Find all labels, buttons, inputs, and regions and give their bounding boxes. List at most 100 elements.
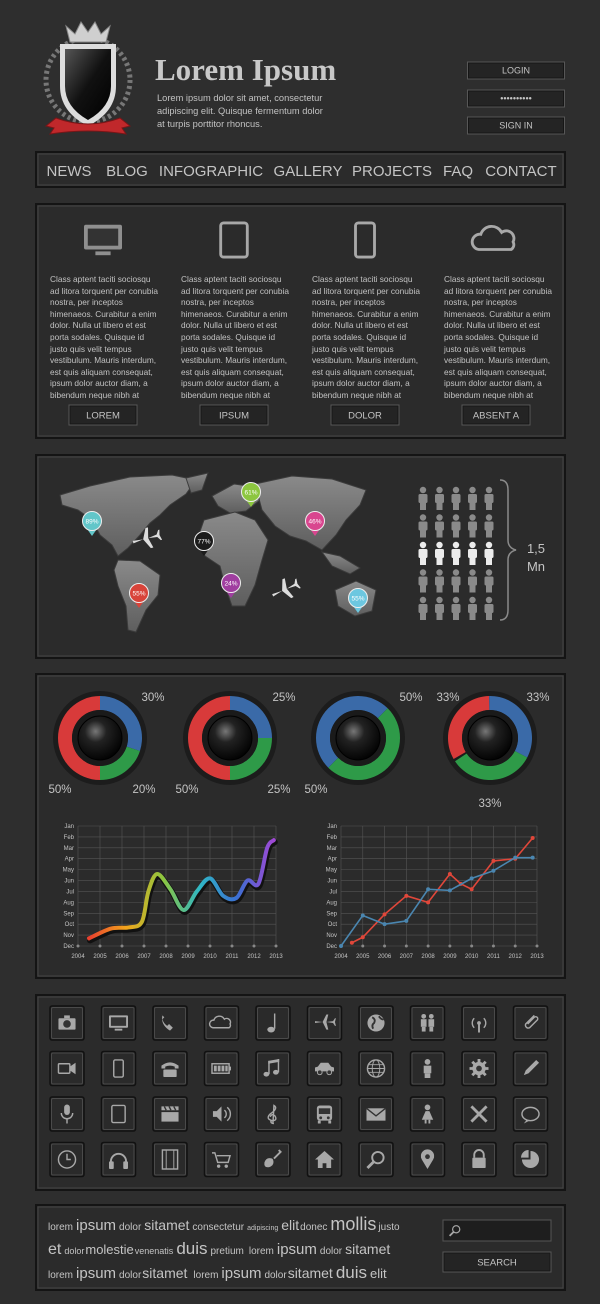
tag-word[interactable]: adipiscing xyxy=(247,1225,278,1232)
icon-tile[interactable] xyxy=(203,1096,240,1132)
icon-tile[interactable] xyxy=(49,1050,85,1087)
icon-glyph xyxy=(264,1149,282,1168)
feature-button[interactable]: DOLOR xyxy=(348,410,382,421)
search-button[interactable]: SEARCH xyxy=(477,1257,517,1268)
tag-word[interactable]: ipsum xyxy=(277,1241,317,1258)
icon-tile[interactable] xyxy=(512,1096,549,1132)
tag-word[interactable]: elit xyxy=(281,1217,299,1233)
nav-link[interactable]: INFOGRAPHIC xyxy=(159,163,263,180)
nav-link[interactable]: FAQ xyxy=(443,163,473,180)
icon-tile-edge xyxy=(257,1052,289,1085)
tag-word[interactable]: dolor xyxy=(264,1270,287,1281)
person-figure xyxy=(468,494,477,503)
x-tick-label: 2013 xyxy=(269,954,283,960)
tag-word[interactable]: venenatis xyxy=(135,1246,174,1256)
person-figure xyxy=(452,596,460,604)
tag-word[interactable]: dolor xyxy=(64,1246,84,1256)
icon-tile[interactable] xyxy=(152,1141,188,1178)
tag-word[interactable]: sitamet xyxy=(288,1265,333,1281)
tag-word[interactable]: donec xyxy=(300,1222,327,1233)
y-tick-label: Aug xyxy=(63,900,74,906)
tag-word[interactable]: ipsum xyxy=(221,1265,261,1282)
password-field[interactable]: •••••••••• xyxy=(500,94,532,104)
tag-word[interactable]: dolor xyxy=(119,1270,142,1281)
icon-tile[interactable] xyxy=(100,1050,137,1087)
tag-word[interactable]: elit xyxy=(370,1266,387,1281)
search-input[interactable] xyxy=(442,1219,552,1242)
icon-tile[interactable] xyxy=(152,1050,188,1087)
search-icon xyxy=(448,1225,461,1237)
feature-icon-part xyxy=(219,221,249,259)
y-tick-label: Feb xyxy=(327,835,338,841)
tag-word[interactable]: dolor xyxy=(119,1222,142,1233)
tag-word[interactable]: consectetur xyxy=(192,1222,244,1233)
tag-word[interactable]: lorem xyxy=(193,1270,218,1281)
icon-glyph xyxy=(421,1104,434,1124)
tag-word[interactable]: dolor xyxy=(320,1246,343,1257)
person-figure xyxy=(418,604,428,613)
icon-tile[interactable] xyxy=(512,1005,549,1041)
feature-button[interactable]: IPSUM xyxy=(219,410,249,421)
icon-tile-edge xyxy=(463,1007,495,1039)
person-figure xyxy=(484,494,494,503)
tag-word[interactable]: ipsum xyxy=(76,1265,116,1282)
tag-word[interactable]: et xyxy=(48,1241,62,1258)
feature-button-box xyxy=(330,404,400,426)
tag-word[interactable]: justo xyxy=(377,1222,400,1233)
tag-word[interactable]: lorem xyxy=(249,1246,274,1257)
donut-segment xyxy=(230,738,272,780)
nav-link[interactable]: PROJECTS xyxy=(352,163,432,180)
icon-tile[interactable] xyxy=(100,1141,137,1178)
icon-glyph-part xyxy=(326,1069,333,1076)
icon-glyph-part xyxy=(421,1013,427,1019)
tag-word[interactable]: mollis xyxy=(330,1214,376,1234)
person-figure xyxy=(436,529,443,538)
icon-tile[interactable] xyxy=(203,1141,240,1178)
feature-button[interactable]: ABSENT A xyxy=(473,410,520,421)
person-figure xyxy=(435,549,444,558)
icon-glyph xyxy=(366,1150,385,1170)
tag-word[interactable]: duis xyxy=(176,1239,207,1258)
icon-glyph-part xyxy=(315,1062,334,1072)
crest-ribbon xyxy=(44,117,132,135)
icon-tile[interactable] xyxy=(255,1050,291,1087)
icon-tile[interactable] xyxy=(358,1141,394,1178)
person-figure xyxy=(451,604,461,613)
tag-word[interactable]: pretium xyxy=(211,1246,244,1257)
line-marker xyxy=(469,887,474,892)
login-button[interactable]: LOGIN xyxy=(502,66,530,76)
icon-tile[interactable] xyxy=(100,1096,137,1132)
icon-glyph-part xyxy=(223,1106,232,1122)
nav-link[interactable]: CONTACT xyxy=(485,163,556,180)
tag-word[interactable]: duis xyxy=(336,1263,367,1282)
tag-word[interactable]: lorem xyxy=(48,1222,73,1233)
person-figure xyxy=(452,486,460,494)
map-pin xyxy=(82,511,102,531)
icon-tile[interactable] xyxy=(152,1005,188,1041)
icon-tile[interactable] xyxy=(255,1005,291,1041)
nav-link[interactable]: NEWS xyxy=(47,163,92,180)
tag-word[interactable]: sitamet xyxy=(144,1217,189,1233)
tag-word[interactable]: ipsum xyxy=(76,1217,116,1234)
feature-button[interactable]: LOREM xyxy=(86,410,120,421)
x-tick-label: 2009 xyxy=(181,954,195,960)
nav-link[interactable]: BLOG xyxy=(106,163,148,180)
x-tick-mark xyxy=(470,944,474,948)
icon-tile[interactable] xyxy=(203,1005,240,1041)
pin-label: 24% xyxy=(224,580,237,587)
person-figure xyxy=(486,612,492,620)
tag-word[interactable]: molestie xyxy=(85,1242,133,1257)
search-icon-part xyxy=(448,1231,455,1237)
icon-tile[interactable] xyxy=(409,1005,446,1041)
tag-word[interactable]: sitamet xyxy=(142,1265,187,1281)
icon-glyph xyxy=(161,1106,179,1122)
crest-ring xyxy=(43,35,133,125)
tag-word[interactable]: lorem xyxy=(48,1270,73,1281)
nav-link[interactable]: GALLERY xyxy=(274,163,343,180)
icon-tile-edge xyxy=(102,1098,135,1130)
icon-glyph-part xyxy=(316,1069,323,1076)
signin-button[interactable]: SIGN IN xyxy=(499,121,533,131)
tag-word[interactable]: sitamet xyxy=(345,1241,390,1257)
person-figure xyxy=(469,557,476,565)
